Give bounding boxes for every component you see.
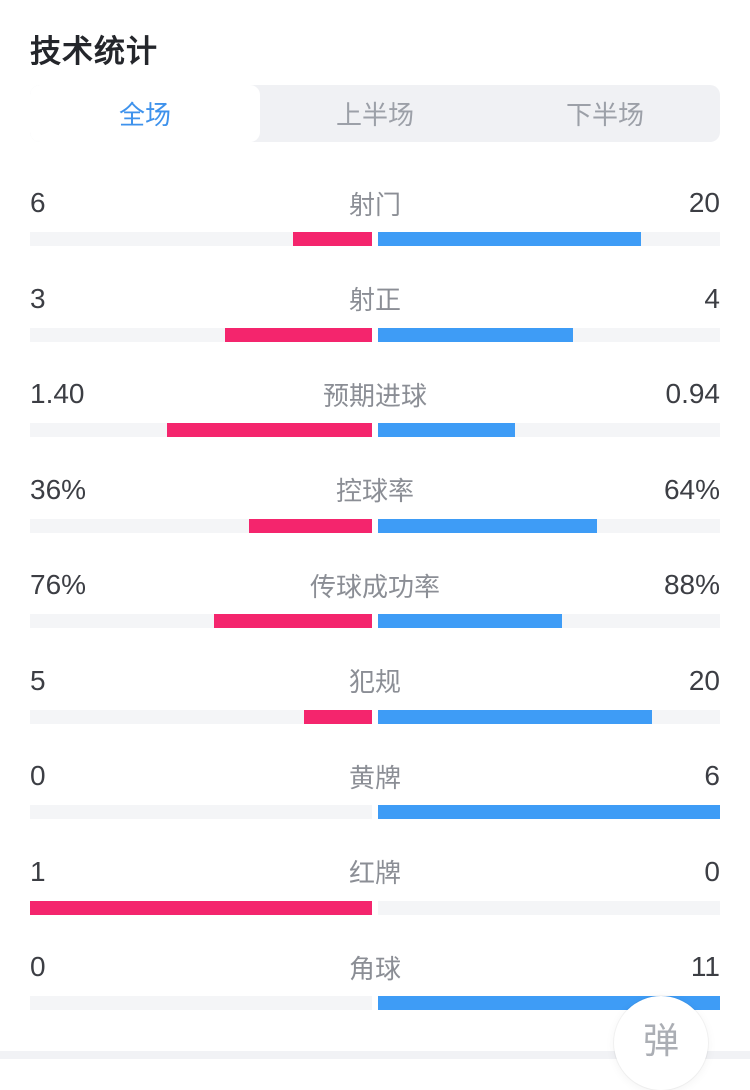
home-bar-fill (167, 423, 372, 437)
stat-label: 角球 (348, 953, 402, 984)
home-value: 0 (30, 760, 46, 791)
home-value: 3 (30, 282, 46, 314)
stat-row: 1.40 预期进球 0.94 (30, 377, 720, 437)
home-value: 6 (30, 187, 46, 218)
away-bar-track (378, 805, 720, 819)
away-bar-fill (378, 709, 652, 724)
stat-label: 预期进球 (322, 380, 428, 411)
stat-row: 36% 控球率 64% (30, 473, 720, 533)
stat-row: 0 角球 11 (30, 950, 720, 1010)
home-bar-track (30, 518, 372, 533)
stat-label: 射门 (348, 189, 402, 220)
away-bar-fill (378, 518, 597, 533)
away-bar-fill (378, 423, 516, 437)
away-bar-track (378, 327, 720, 342)
away-value: 64% (663, 473, 720, 505)
stat-label: 射正 (348, 285, 402, 315)
home-bar-fill (213, 614, 372, 628)
stat-row: 1 红牌 0 (30, 855, 720, 915)
home-bar-fill (225, 327, 372, 342)
tab-first-half[interactable]: 上半场 (335, 100, 414, 130)
away-bar-fill (378, 805, 720, 819)
home-value: 1.40 (30, 378, 85, 409)
stat-label: 红牌 (348, 858, 402, 888)
stat-row: 3 射正 4 (30, 282, 720, 342)
page-title: 技术统计 (30, 34, 158, 69)
away-value: 4 (704, 282, 720, 314)
away-bar-fill (378, 327, 574, 342)
home-bar-fill (248, 518, 372, 533)
stats-page: 技术统计 全场 上半场 下半场 6 射门 20 3 射正 4 (0, 34, 750, 1061)
home-value: 1 (30, 855, 46, 887)
away-value: 88% (663, 569, 720, 600)
away-bar-track (378, 518, 720, 533)
home-bar-fill (293, 232, 372, 246)
tab-full-match[interactable]: 全场 (30, 85, 260, 142)
away-value: 11 (690, 951, 720, 982)
stat-label: 犯规 (348, 667, 402, 697)
home-bar-track (30, 709, 372, 724)
home-bar-track (30, 327, 372, 342)
home-value: 76% (30, 569, 87, 600)
away-bar-track (378, 709, 720, 724)
home-bar-track (30, 900, 372, 915)
home-bar-fill (303, 709, 372, 724)
away-bar-fill (378, 614, 562, 628)
away-value: 6 (704, 760, 720, 791)
home-value: 36% (30, 473, 87, 505)
stat-row: 5 犯规 20 (30, 664, 720, 724)
period-tabs: 全场 上半场 下半场 (30, 85, 720, 142)
home-bar-track (30, 614, 372, 628)
home-bar-track (30, 805, 372, 819)
home-value: 5 (30, 664, 46, 696)
away-bar-track (378, 614, 720, 628)
away-bar-track (378, 423, 720, 437)
away-value: 20 (688, 664, 720, 696)
stat-row: 76% 传球成功率 88% (30, 568, 720, 628)
away-bar-fill (378, 232, 641, 246)
danmaku-toggle-button[interactable]: 弹 (614, 996, 708, 1090)
tab-second-half[interactable]: 下半场 (565, 100, 644, 130)
home-bar-track (30, 996, 372, 1010)
away-bar-track (378, 900, 720, 915)
away-value: 0 (704, 855, 720, 887)
danmaku-button-label: 弹 (642, 1020, 679, 1061)
stats-list: 6 射门 20 3 射正 4 1.4 (30, 186, 720, 1010)
away-bar-track (378, 232, 720, 246)
stat-row: 6 射门 20 (30, 186, 720, 246)
home-bar-fill (30, 900, 372, 915)
home-bar-track (30, 232, 372, 246)
away-value: 0.94 (665, 378, 721, 409)
home-bar-track (30, 423, 372, 437)
stat-row: 0 黄牌 6 (30, 759, 720, 819)
home-value: 0 (30, 951, 46, 982)
stat-label: 黄牌 (348, 762, 402, 793)
stat-label: 控球率 (335, 476, 415, 506)
stat-label: 传球成功率 (309, 571, 441, 602)
away-value: 20 (688, 187, 720, 218)
section-divider (0, 1051, 750, 1059)
